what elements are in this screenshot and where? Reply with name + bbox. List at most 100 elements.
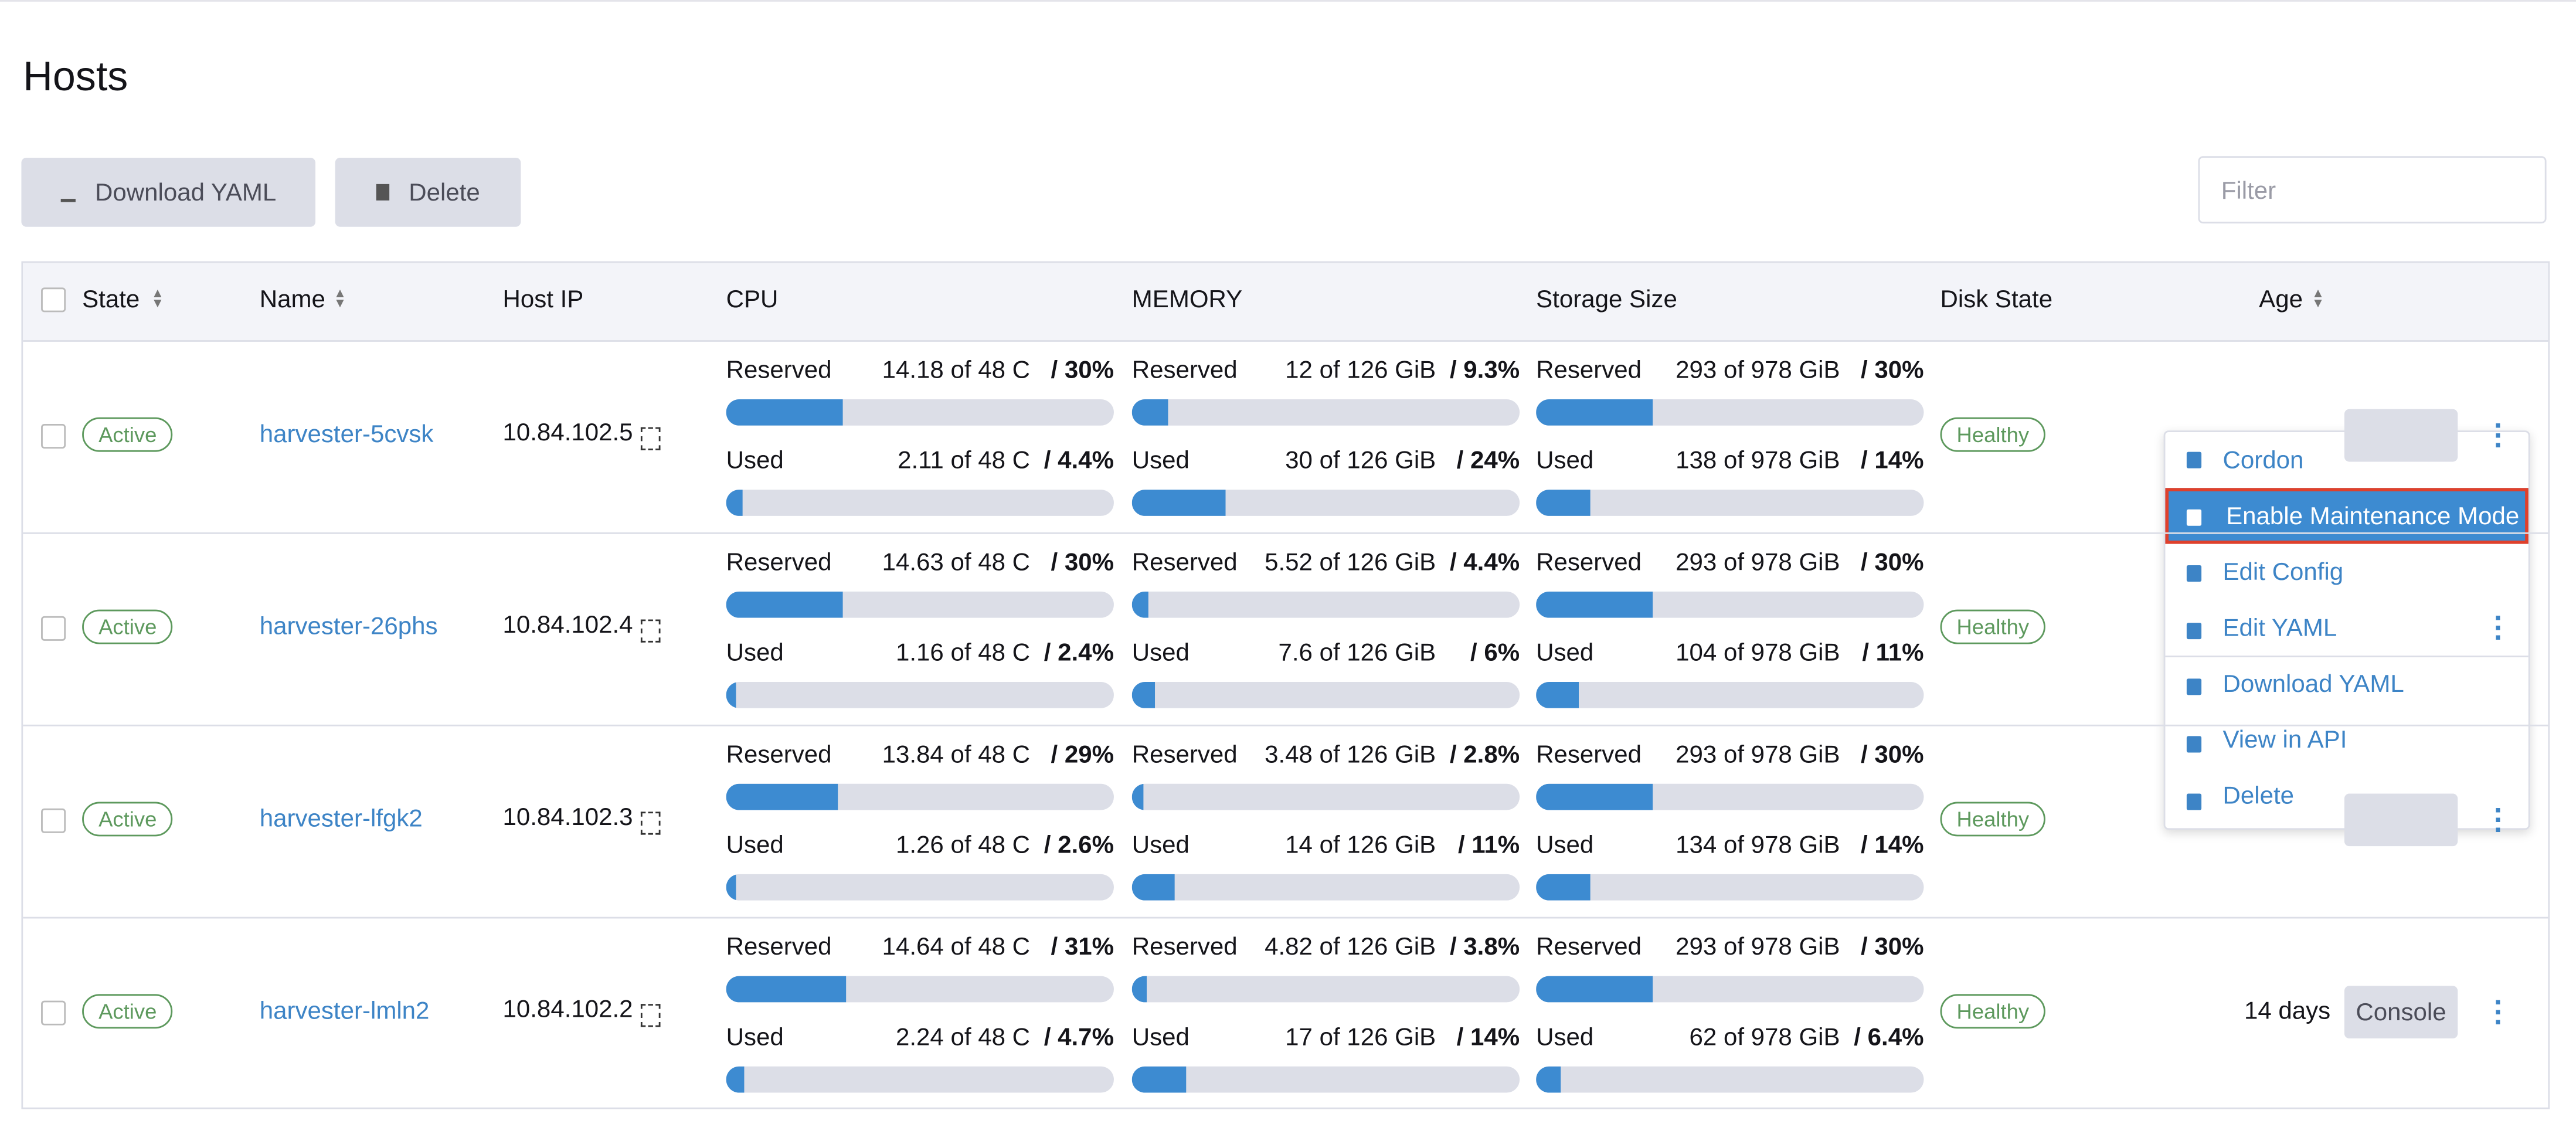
metric-percent: / 6.4%: [1854, 1023, 1924, 1052]
metric-amount: 293 of 978 GiB: [1676, 741, 1840, 769]
kebab-menu[interactable]: · · ·: [2493, 601, 2504, 654]
metric-percent: / 31%: [1051, 933, 1114, 962]
menu-item[interactable]: Cordon: [2222, 446, 2304, 474]
checkbox[interactable]: [41, 423, 66, 449]
menu-item[interactable]: Edit Config: [2222, 558, 2344, 586]
metric-label: Reserved: [1131, 357, 1238, 385]
metric-label: Reserved: [1131, 933, 1238, 962]
page-title: Hosts: [23, 54, 128, 100]
download-yaml-button[interactable]: Download YAML: [21, 158, 316, 227]
progress-track: [1536, 1066, 1924, 1093]
progress-track: [1131, 1066, 1520, 1093]
metric-label: Reserved: [726, 741, 832, 769]
metric-label: Reserved: [1536, 741, 1642, 769]
menu-icon: [2186, 508, 2202, 525]
metric-percent: / 11%: [1862, 639, 1924, 667]
host-name[interactable]: harvester-lmln2: [259, 997, 430, 1026]
column-header[interactable]: Age: [2259, 286, 2303, 314]
checkbox[interactable]: [41, 616, 66, 641]
menu-item[interactable]: Download YAML: [2165, 656, 2529, 711]
metric-amount: 293 of 978 GiB: [1676, 933, 1840, 962]
progress-track: [1536, 490, 1924, 516]
icon: [376, 184, 389, 201]
disk-state-badge: Healthy: [1940, 802, 2046, 837]
host-ip: 10.84.102.3: [502, 803, 633, 831]
menu-icon: [2186, 736, 2202, 753]
metric-amount: 14.64 of 48 C: [882, 933, 1031, 962]
progress-track: [1131, 681, 1520, 708]
disk-state-badge: Healthy: [1940, 609, 2046, 644]
progress-track: [726, 783, 1114, 810]
menu-item[interactable]: Enable Maintenance Mode: [2165, 488, 2529, 544]
host-name[interactable]: harvester-26phs: [259, 613, 438, 641]
host-name[interactable]: harvester-5cvsk: [259, 420, 434, 449]
metric-percent: / 11%: [1457, 831, 1520, 860]
checkbox[interactable]: [41, 287, 66, 313]
metric-percent: / 2.6%: [1044, 831, 1114, 860]
sort-icon: ▲ ▼: [333, 286, 347, 311]
progress-track: [726, 399, 1114, 426]
progress-fill: [1131, 591, 1149, 618]
filter-input[interactable]: Filter: [2198, 156, 2547, 224]
metric-percent: / 24%: [1456, 447, 1520, 475]
progress-track: [1536, 783, 1924, 810]
metric-label: Reserved: [726, 548, 832, 577]
column-header[interactable]: State: [82, 286, 140, 314]
column-header: CPU: [726, 286, 779, 314]
metric-label: Used: [726, 1023, 784, 1052]
metric-amount: 293 of 978 GiB: [1676, 357, 1840, 385]
checkbox[interactable]: [41, 808, 66, 833]
button-label: Delete: [409, 178, 480, 206]
top-border: [0, 0, 2576, 2]
progress-track: [726, 874, 1114, 901]
menu-item[interactable]: View in API: [2222, 725, 2347, 753]
host-ip: 10.84.102.2: [502, 996, 633, 1024]
state-badge: Active: [82, 802, 174, 837]
console-button[interactable]: [2344, 409, 2458, 462]
row-divider: [23, 532, 2548, 534]
kebab-menu[interactable]: · · ·: [2493, 793, 2504, 847]
delete-button[interactable]: Delete: [335, 158, 521, 227]
metric-percent: / 30%: [1860, 933, 1924, 962]
metric-amount: 12 of 126 GiB: [1285, 357, 1436, 385]
progress-track: [1536, 681, 1924, 708]
metric-percent: / 30%: [1051, 357, 1114, 385]
console-button[interactable]: Console: [2344, 986, 2458, 1039]
copy-icon[interactable]: [640, 619, 661, 643]
row-divider: [23, 724, 2548, 726]
progress-fill: [1131, 490, 1225, 516]
metric-amount: 293 of 978 GiB: [1676, 548, 1840, 577]
progress-track: [1131, 591, 1520, 618]
progress-track: [1131, 976, 1520, 1003]
copy-icon[interactable]: [640, 427, 661, 450]
action-menu: Cordon Enable Maintenance Mode Edit Config…: [2163, 430, 2530, 830]
progress-fill: [726, 976, 847, 1003]
kebab-menu[interactable]: · · ·: [2493, 409, 2504, 462]
menu-item[interactable]: Delete: [2222, 781, 2295, 810]
progress-track: [1131, 783, 1520, 810]
host-name[interactable]: harvester-lfgk2: [259, 805, 423, 833]
metric-amount: 13.84 of 48 C: [882, 741, 1031, 769]
column-header[interactable]: Name: [259, 286, 325, 314]
metric-label: Used: [726, 831, 784, 860]
copy-icon[interactable]: [640, 1004, 661, 1027]
checkbox[interactable]: [41, 1000, 66, 1026]
metric-label: Reserved: [1131, 741, 1238, 769]
copy-icon[interactable]: [640, 812, 661, 835]
metric-label: Reserved: [726, 357, 832, 385]
column-header: MEMORY: [1131, 286, 1243, 314]
metric-label: Used: [1536, 831, 1594, 860]
console-button[interactable]: [2344, 793, 2458, 847]
kebab-menu[interactable]: · · ·: [2493, 986, 2504, 1039]
progress-fill: [1536, 1066, 1561, 1093]
menu-item[interactable]: Edit YAML: [2222, 613, 2337, 642]
progress-track: [726, 1066, 1114, 1093]
button-label: Download YAML: [95, 178, 277, 206]
metric-amount: 5.52 of 126 GiB: [1265, 548, 1436, 577]
metric-label: Used: [1131, 639, 1190, 667]
metric-label: Used: [1131, 1023, 1190, 1052]
metric-percent: / 14%: [1456, 1023, 1520, 1052]
column-header: Storage Size: [1536, 286, 1677, 314]
progress-track: [1536, 591, 1924, 618]
progress-fill: [726, 591, 843, 618]
